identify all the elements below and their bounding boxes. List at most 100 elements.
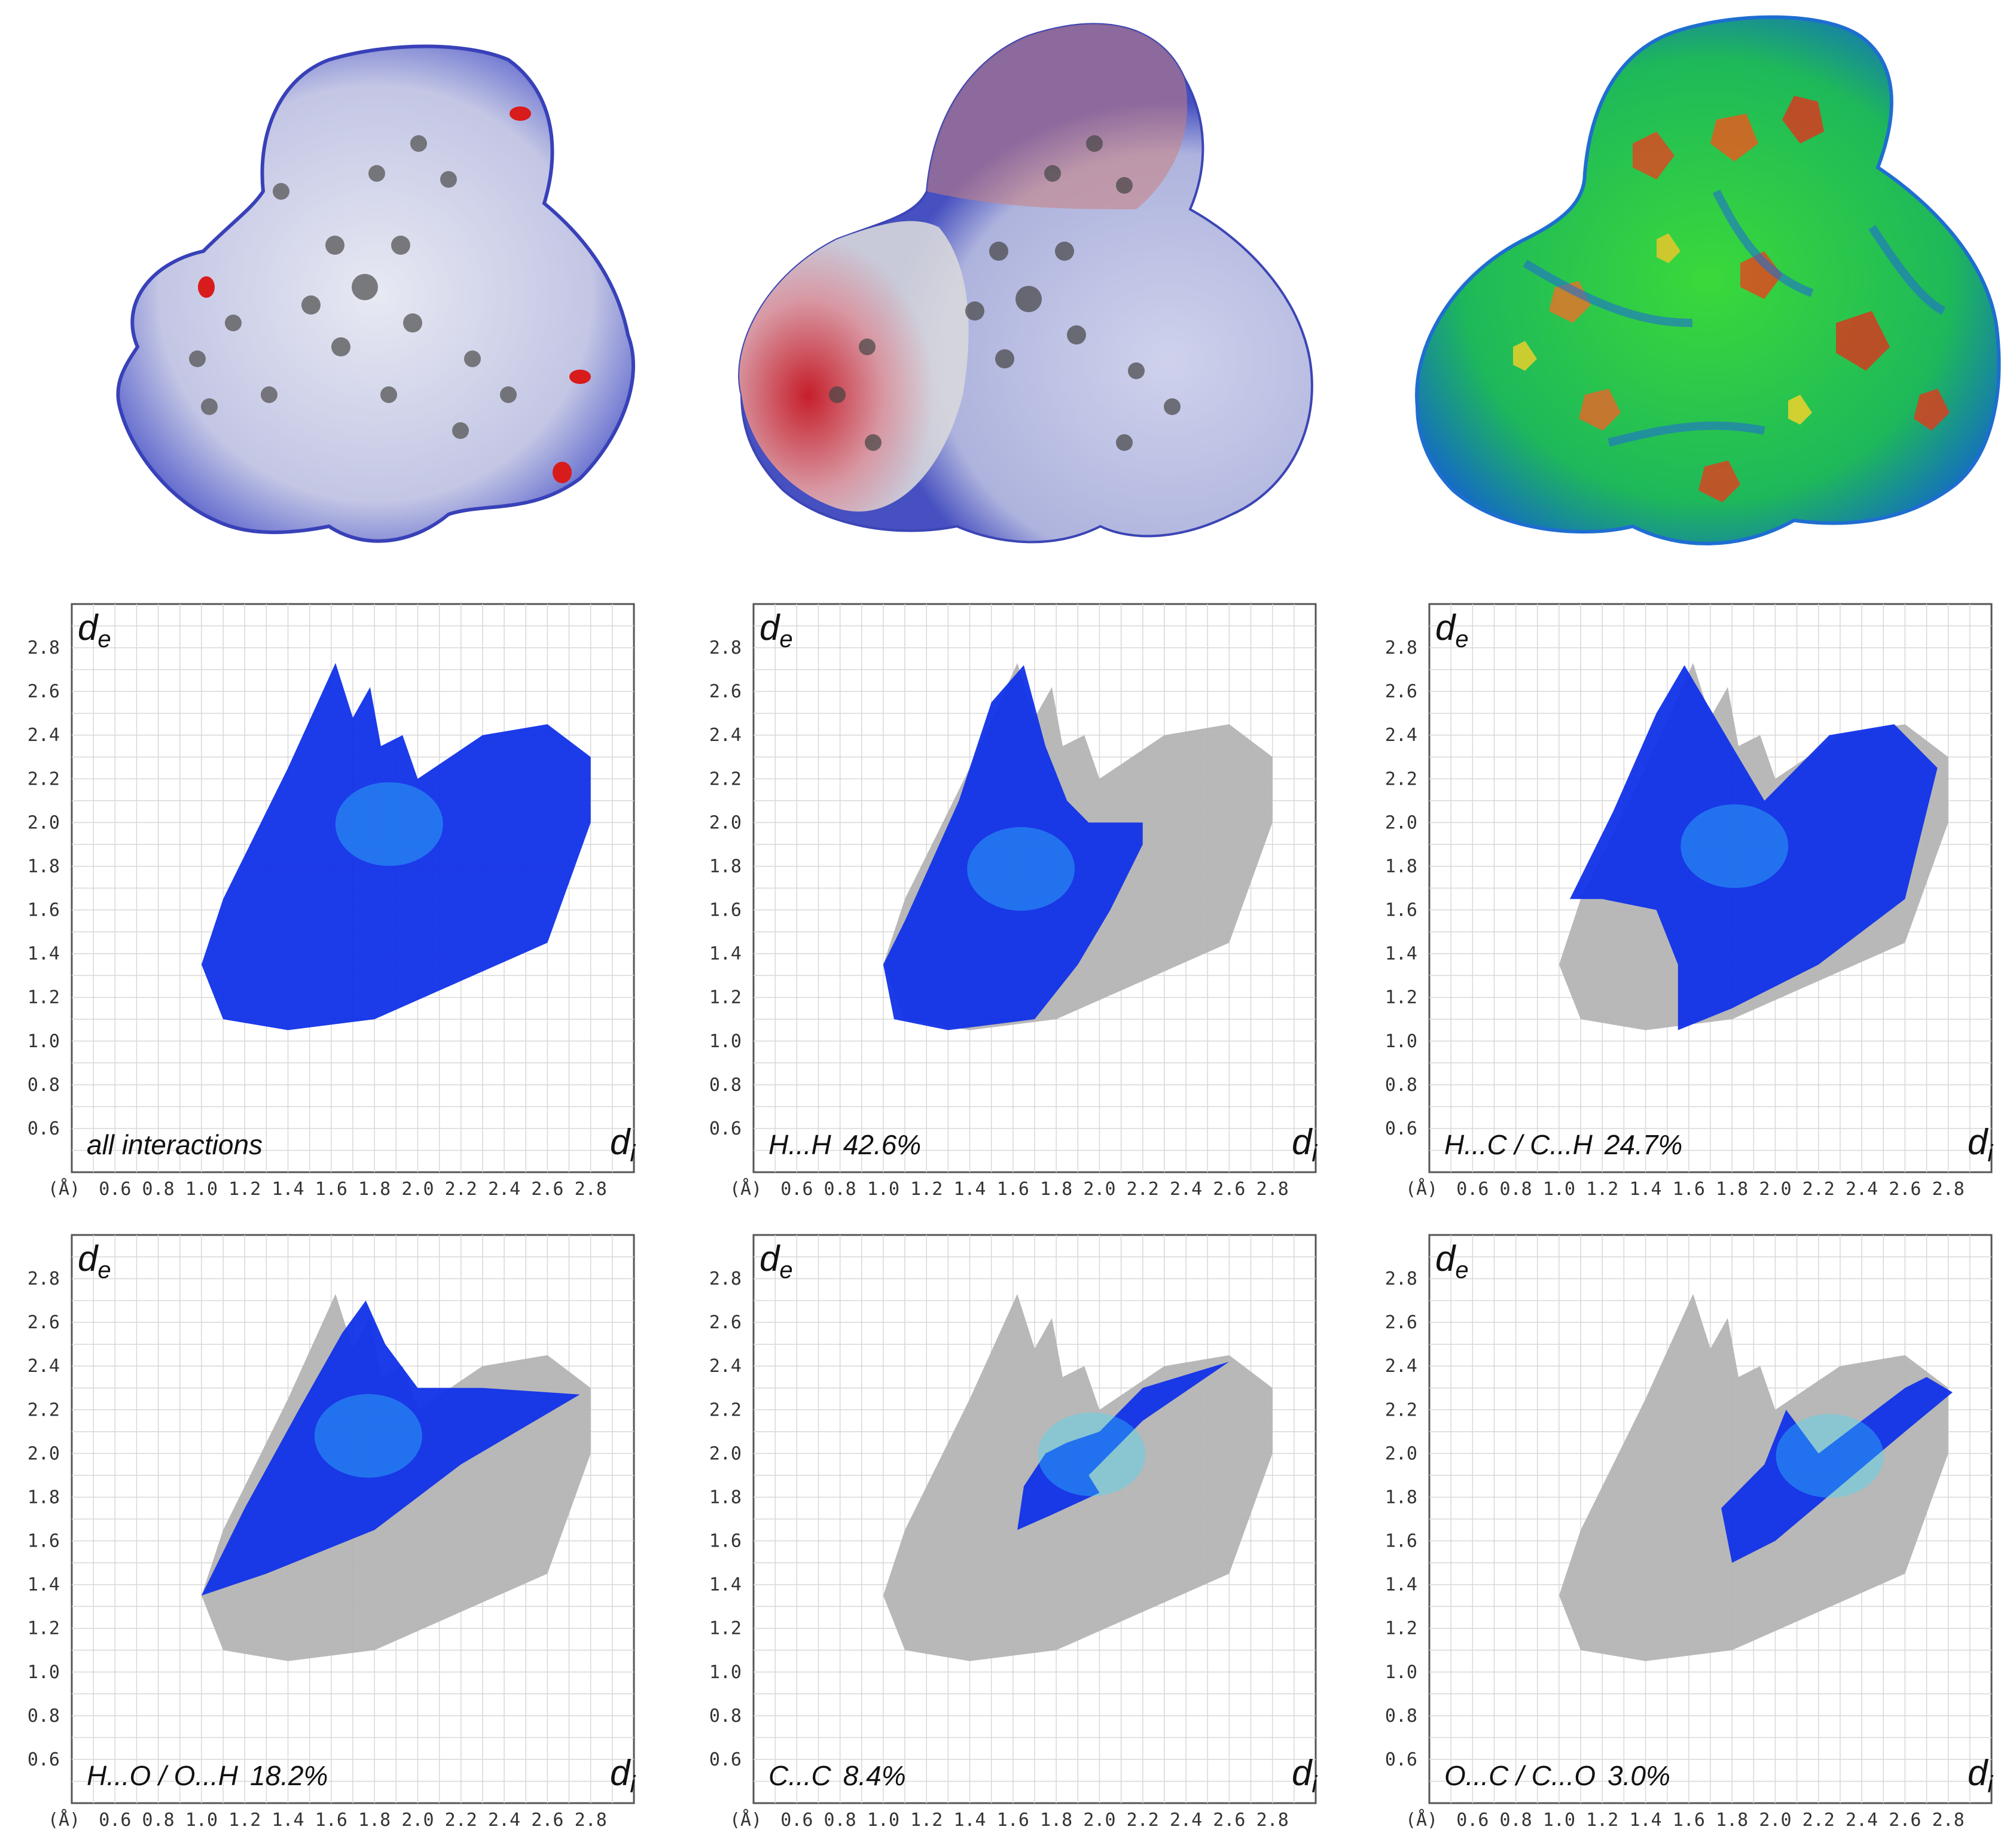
x-tick-label: 1.6 — [315, 1179, 347, 1200]
x-axis-label: di — [610, 1753, 636, 1798]
plot-caption: C...C 8.4% — [768, 1760, 906, 1791]
x-tick-label: 1.0 — [185, 1810, 218, 1831]
y-tick-label: 0.6 — [709, 1118, 742, 1139]
x-tick-label: 2.2 — [1802, 1810, 1835, 1831]
density-core — [1776, 1414, 1884, 1498]
y-tick-label: 2.0 — [1385, 812, 1417, 833]
x-tick-label: 1.6 — [997, 1179, 1029, 1200]
y-tick-label: 1.0 — [28, 1662, 60, 1683]
y-tick-label: 2.4 — [1385, 725, 1417, 746]
curvedness-patches — [1513, 96, 1950, 502]
x-tick-label: 2.4 — [1170, 1179, 1202, 1200]
y-tick-label: 1.8 — [709, 1487, 742, 1508]
x-tick-label: 2.0 — [1759, 1179, 1791, 1200]
x-tick-label: 0.6 — [1456, 1810, 1489, 1831]
y-tick-label: 1.0 — [1385, 1662, 1417, 1683]
y-axis-label: de — [760, 608, 793, 652]
y-tick-label: 1.4 — [1385, 944, 1417, 965]
plot-caption: O...C / C...O 3.0% — [1444, 1760, 1670, 1791]
y-tick-label: 2.6 — [709, 681, 742, 702]
x-tick-label: 2.8 — [1256, 1810, 1289, 1831]
x-tick-label: 1.6 — [1673, 1810, 1705, 1831]
x-tick-label: 1.2 — [228, 1179, 261, 1200]
x-tick-label: 1.6 — [997, 1810, 1029, 1831]
highlight-points-region — [1721, 1377, 1953, 1563]
y-tick-label: 1.2 — [1385, 1618, 1417, 1639]
x-tick-label: 1.8 — [358, 1179, 391, 1200]
y-tick-label: 0.8 — [709, 1075, 742, 1096]
y-tick-label: 2.6 — [1385, 1312, 1417, 1333]
y-tick-label: 1.2 — [709, 1618, 742, 1639]
y-tick-label: 1.2 — [28, 987, 60, 1008]
x-axis-label: di — [1968, 1753, 1993, 1798]
y-tick-label: 1.6 — [1385, 900, 1417, 921]
fingerprint-plot-hh: 0.6 0.8 1.0 1.2 1.4 1.6 1.8 2.0 2.2 2.4 2.6 2.8 0.6… — [682, 586, 1340, 1208]
unit-label: (Å) — [1405, 1809, 1438, 1831]
y-tick-label: 2.2 — [1385, 768, 1417, 789]
y-tick-label: 1.4 — [28, 1575, 60, 1596]
y-tick-label: 2.6 — [709, 1312, 742, 1333]
plot-caption: all interactions — [87, 1129, 263, 1160]
y-tick-label: 0.8 — [28, 1075, 60, 1096]
y-tick-label: 0.8 — [709, 1706, 742, 1727]
y-axis-label: de — [760, 1239, 793, 1283]
dnorm-surface — [116, 44, 635, 543]
x-tick-label: 0.6 — [780, 1810, 813, 1831]
highlight-points-region — [201, 663, 591, 1030]
y-tick-label: 1.6 — [709, 900, 742, 921]
y-axis-label: de — [78, 1239, 111, 1283]
y-tick-label: 1.8 — [28, 1487, 60, 1508]
x-tick-label: 0.8 — [824, 1810, 856, 1831]
x-tick-label: 0.8 — [1500, 1179, 1532, 1200]
y-tick-label: 1.8 — [28, 856, 60, 877]
y-tick-label: 1.2 — [709, 987, 742, 1008]
y-tick-label: 1.2 — [28, 1618, 60, 1639]
y-tick-label: 2.6 — [28, 1312, 60, 1333]
x-tick-label: 0.6 — [99, 1810, 131, 1831]
x-tick-label: 1.8 — [1716, 1179, 1748, 1200]
density-core — [1680, 804, 1789, 888]
fingerprint-plot-cc: 0.6 0.8 1.0 1.2 1.4 1.6 1.8 2.0 2.2 2.4 2.6 2.8 0.6… — [682, 1217, 1340, 1839]
molecule-skeleton — [189, 135, 517, 439]
y-tick-label: 2.4 — [28, 1356, 60, 1377]
x-tick-label: 2.8 — [1932, 1179, 1965, 1200]
y-tick-label: 0.8 — [1385, 1706, 1417, 1727]
x-tick-label: 2.4 — [488, 1179, 520, 1200]
x-tick-label: 1.6 — [315, 1810, 347, 1831]
y-tick-label: 2.4 — [28, 725, 60, 746]
x-tick-label: 1.8 — [1040, 1810, 1072, 1831]
y-tick-label: 1.4 — [709, 944, 742, 965]
x-tick-label: 1.2 — [910, 1810, 943, 1831]
x-tick-label: 2.8 — [575, 1179, 607, 1200]
y-tick-label: 0.6 — [1385, 1749, 1417, 1770]
y-tick-label: 1.6 — [1385, 1531, 1417, 1552]
x-tick-label: 2.0 — [401, 1179, 434, 1200]
x-tick-label: 1.0 — [867, 1179, 899, 1200]
x-axis-label: di — [1292, 1753, 1317, 1798]
x-tick-label: 1.2 — [1586, 1179, 1618, 1200]
x-tick-label: 2.6 — [1889, 1179, 1921, 1200]
highlight-points-region — [1017, 1361, 1230, 1530]
x-tick-label: 1.4 — [272, 1810, 304, 1831]
y-tick-label: 2.4 — [709, 725, 742, 746]
y-tick-label: 1.6 — [709, 1531, 742, 1552]
x-tick-label: 2.0 — [401, 1810, 434, 1831]
plot-caption: H...C / C...H 24.7% — [1444, 1129, 1682, 1160]
unit-label: (Å) — [48, 1809, 80, 1831]
x-axis-label: di — [1292, 1122, 1317, 1167]
y-tick-label: 2.4 — [1385, 1356, 1417, 1377]
x-tick-label: 2.2 — [445, 1179, 477, 1200]
x-tick-label: 1.4 — [953, 1810, 986, 1831]
y-tick-label: 0.6 — [1385, 1118, 1417, 1139]
x-tick-label: 1.0 — [1543, 1810, 1575, 1831]
highlight-points-region — [1570, 665, 1938, 1030]
shape-index-surface — [738, 23, 1313, 544]
y-tick-label: 1.6 — [28, 1531, 60, 1552]
y-tick-label: 2.0 — [28, 1443, 60, 1464]
y-tick-label: 2.2 — [1385, 1399, 1417, 1420]
x-tick-label: 2.8 — [575, 1810, 607, 1831]
x-axis-label: di — [610, 1122, 636, 1167]
highlight-points-region — [883, 665, 1143, 1030]
x-tick-label: 2.6 — [1213, 1810, 1245, 1831]
x-tick-label: 1.2 — [1586, 1810, 1618, 1831]
